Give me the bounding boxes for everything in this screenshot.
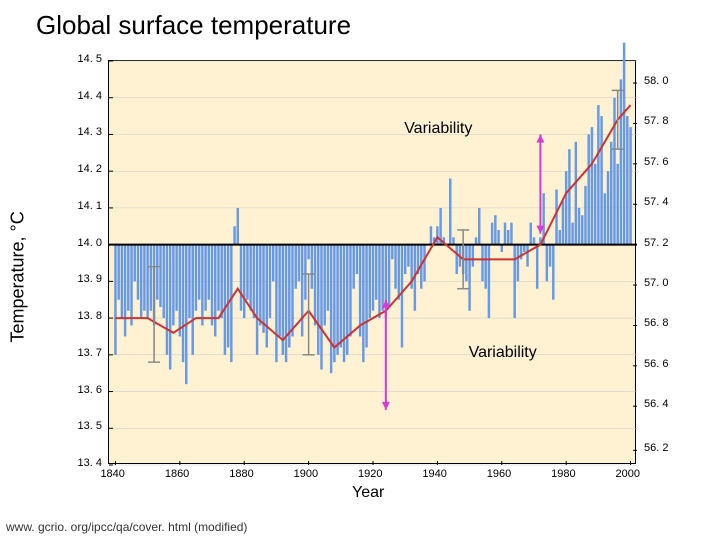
xtick: 1960 bbox=[487, 468, 511, 480]
plot-area bbox=[108, 60, 636, 464]
ytick-left: 13. 8 bbox=[78, 310, 102, 322]
ytick-left: 14. 0 bbox=[78, 237, 102, 249]
xtick: 1920 bbox=[358, 468, 382, 480]
ytick-left: 14. 5 bbox=[78, 53, 102, 65]
ytick-right: 57. 6 bbox=[644, 156, 668, 168]
ytick-right: 56. 4 bbox=[644, 398, 668, 410]
xtick: 1980 bbox=[551, 468, 575, 480]
y-axis-label-left: Temperature, °C bbox=[8, 211, 29, 342]
ytick-right: 57. 8 bbox=[644, 115, 668, 127]
ytick-right: 56. 8 bbox=[644, 317, 668, 329]
ytick-right: 56. 2 bbox=[644, 442, 668, 454]
annotation-variability: Variability bbox=[404, 120, 472, 138]
ytick-left: 13. 7 bbox=[78, 347, 102, 359]
ytick-left: 13. 5 bbox=[78, 420, 102, 432]
ytick-left: 14. 2 bbox=[78, 163, 102, 175]
annotation-variability: Variability bbox=[469, 344, 537, 362]
xtick: 1940 bbox=[422, 468, 446, 480]
x-axis-label: Year bbox=[352, 484, 384, 502]
xtick: 1860 bbox=[165, 468, 189, 480]
xtick: 1880 bbox=[229, 468, 253, 480]
ytick-left: 13. 6 bbox=[78, 384, 102, 396]
xtick: 1900 bbox=[294, 468, 318, 480]
ytick-left: 14. 4 bbox=[78, 90, 102, 102]
ytick-right: 57. 2 bbox=[644, 237, 668, 249]
source-text: www. gcrio. org/ipcc/qa/cover. html (mod… bbox=[6, 520, 247, 534]
ytick-right: 56. 6 bbox=[644, 358, 668, 370]
ytick-left: 13. 9 bbox=[78, 273, 102, 285]
plot-svg bbox=[109, 61, 635, 463]
ytick-left: 13. 4 bbox=[78, 457, 102, 469]
chart-title: Global surface temperature bbox=[36, 10, 351, 41]
xtick: 1840 bbox=[100, 468, 124, 480]
ytick-right: 58. 0 bbox=[644, 75, 668, 87]
ytick-left: 14. 3 bbox=[78, 126, 102, 138]
ytick-right: 57. 4 bbox=[644, 196, 668, 208]
xtick: 2000 bbox=[616, 468, 640, 480]
ytick-right: 57. 0 bbox=[644, 277, 668, 289]
ytick-left: 14. 1 bbox=[78, 200, 102, 212]
